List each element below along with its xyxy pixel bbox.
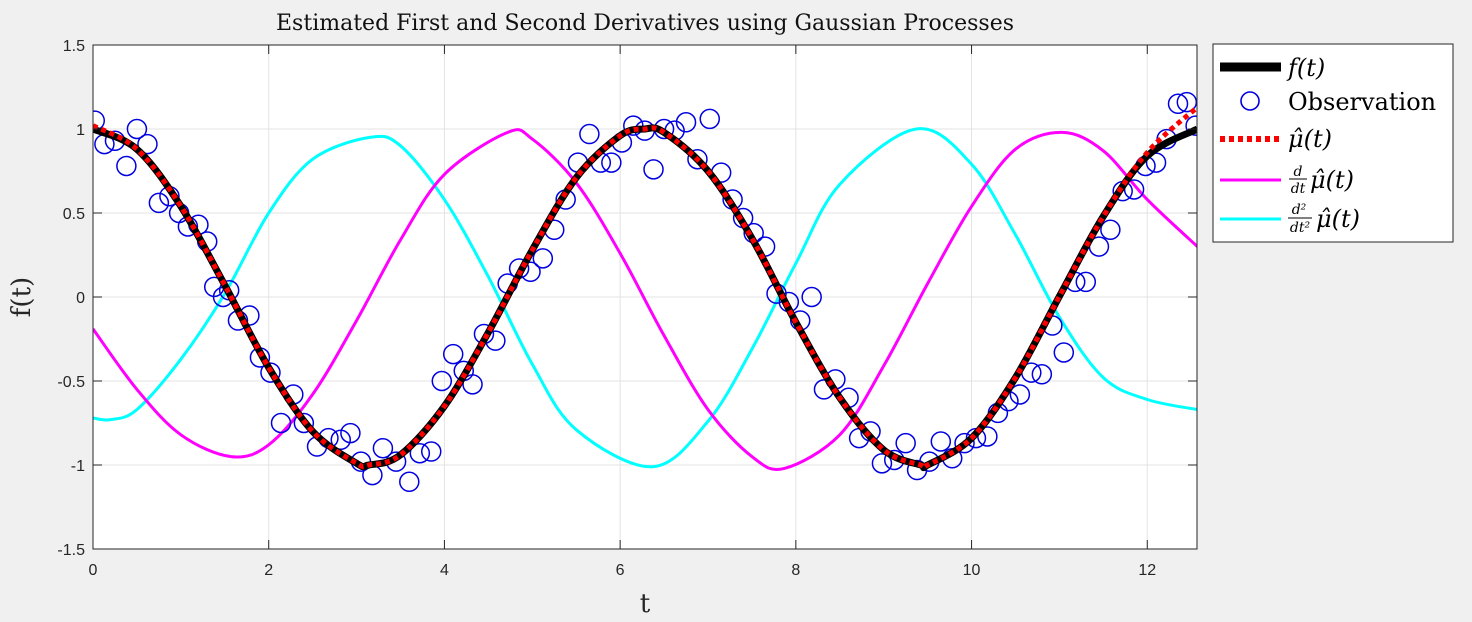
legend-label-f: f(t) xyxy=(1286,54,1325,82)
observation-point xyxy=(442,343,464,365)
observation-point xyxy=(1185,115,1197,136)
y-tick-label: -1.5 xyxy=(57,542,85,559)
x-tick-label: 2 xyxy=(264,562,273,579)
series-first-derivative-line xyxy=(93,128,1197,471)
legend-label-d1: μ̂(t) xyxy=(1310,166,1354,194)
x-axis-label: t xyxy=(640,589,651,619)
observation-point xyxy=(1100,219,1121,241)
legend: f(t) Observation μ̂(t) d dt μ̂(t) d² dt²… xyxy=(1212,43,1454,243)
legend-box xyxy=(1212,43,1454,243)
observation-point xyxy=(409,442,431,464)
series-mu-hat-line xyxy=(93,105,1197,471)
observation-point xyxy=(1167,93,1189,115)
observation-point xyxy=(801,286,822,308)
y-tick-label: -0.5 xyxy=(57,374,85,391)
y-tick-label: 0 xyxy=(76,290,85,307)
observation-point xyxy=(1009,384,1031,405)
x-tick-label: 0 xyxy=(89,562,98,579)
x-tick-label: 4 xyxy=(440,562,449,579)
observation-point xyxy=(116,155,137,177)
x-tick-label: 12 xyxy=(1138,562,1156,579)
observation-point xyxy=(431,370,453,392)
legend-den-d2: dt² xyxy=(1290,220,1311,236)
observation-point xyxy=(1075,271,1097,293)
observation-point xyxy=(137,133,158,155)
chart-title: Estimated First and Second Derivatives u… xyxy=(276,11,1014,36)
legend-den-d1: dt xyxy=(1291,181,1306,197)
observation-point xyxy=(1053,342,1075,363)
y-ticks: 1.5 1 0.5 0 -0.5 -1 -1.5 xyxy=(57,38,1197,559)
observation-point xyxy=(293,412,315,434)
y-tick-label: 1.5 xyxy=(63,38,85,55)
y-axis-label: f(t) xyxy=(7,277,37,317)
legend-label-observation: Observation xyxy=(1288,88,1436,116)
y-tick-label: 1 xyxy=(76,122,85,139)
x-ticks: 0 2 4 6 8 10 12 xyxy=(89,45,1156,579)
observation-point xyxy=(687,148,708,170)
observation-point xyxy=(270,412,292,434)
observation-point xyxy=(954,432,975,454)
legend-label-d2: μ̂(t) xyxy=(1316,205,1360,233)
legend-label-mu: μ̂(t) xyxy=(1288,125,1332,153)
legend-num-d1: d xyxy=(1294,164,1303,180)
observation-point xyxy=(462,374,483,395)
observation-point xyxy=(895,432,916,454)
observation-point xyxy=(148,192,170,214)
observation-point xyxy=(340,422,361,444)
observation-point xyxy=(601,152,622,173)
observation-point xyxy=(420,441,442,462)
observation-point xyxy=(1031,364,1053,385)
observation-point xyxy=(930,431,952,452)
series-group xyxy=(93,91,1197,493)
observation-point xyxy=(1176,91,1197,113)
observation-point xyxy=(699,108,720,130)
y-tick-label: 0.5 xyxy=(63,206,85,223)
observation-point xyxy=(871,453,893,474)
observation-point xyxy=(675,112,697,133)
x-tick-label: 8 xyxy=(791,562,800,579)
observation-point xyxy=(532,248,554,269)
observation-point xyxy=(126,118,148,140)
y-tick-label: -1 xyxy=(71,458,85,475)
legend-swatch-observation xyxy=(1240,91,1260,111)
x-tick-label: 10 xyxy=(963,562,981,579)
observation-point xyxy=(372,437,394,459)
observation-point xyxy=(643,159,664,180)
legend-num-d2: d² xyxy=(1292,202,1307,218)
observation-point xyxy=(399,471,420,493)
observation-point xyxy=(260,362,281,383)
observation-point xyxy=(579,123,600,145)
x-tick-label: 6 xyxy=(616,562,625,579)
